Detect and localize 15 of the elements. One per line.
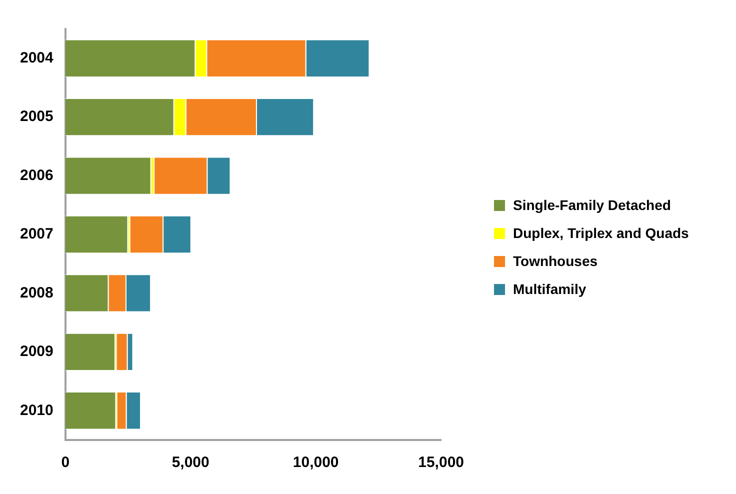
- legend-label: Townhouses: [513, 253, 598, 269]
- x-tick-label: 0: [61, 454, 70, 472]
- legend-label: Duplex, Triplex and Quads: [513, 225, 689, 241]
- x-tick-label: 5,000: [172, 454, 210, 472]
- x-tick-label: 10,000: [292, 454, 339, 472]
- x-tick-label: 15,000: [418, 454, 464, 472]
- y-tick-label: 2007: [20, 226, 54, 243]
- legend-label: Multifamily: [513, 281, 586, 297]
- y-tick-label: 2008: [20, 284, 54, 302]
- y-tick-label: 2009: [20, 343, 54, 360]
- legend-label: Single-Family Detached: [513, 197, 671, 213]
- y-tick-label: 2010: [20, 402, 54, 419]
- y-tick-label: 2004: [20, 50, 54, 66]
- y-tick-label: 2005: [20, 108, 54, 126]
- y-tick-label: 2006: [20, 166, 54, 184]
